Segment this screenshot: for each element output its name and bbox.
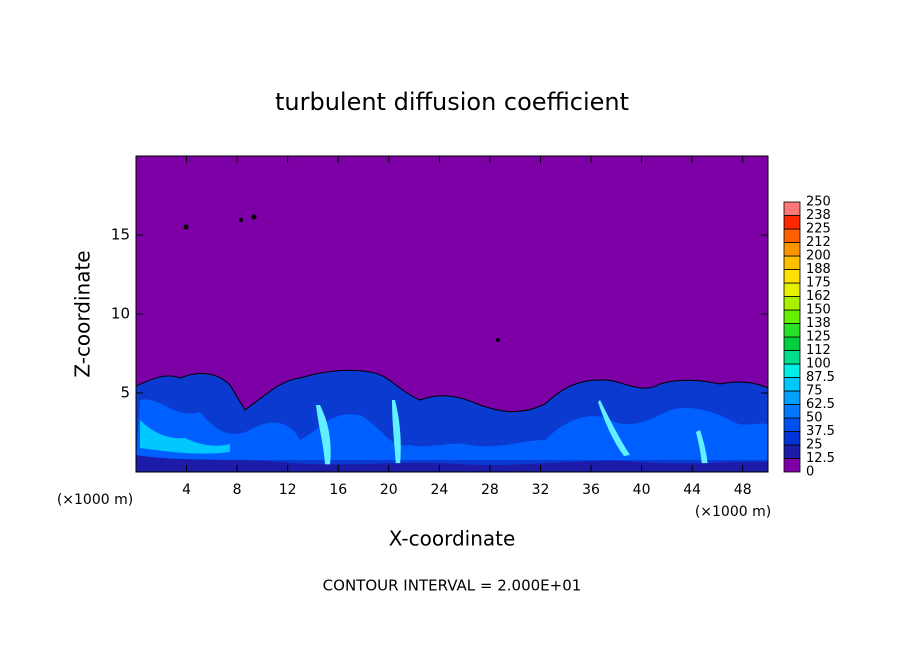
colorbar-label: 225 [806,222,831,237]
colorbar-swatch [783,255,801,270]
colorbar-label: 112 [806,343,831,358]
x-tick-label: 12 [279,482,297,498]
colorbar-label: 150 [806,303,831,318]
colorbar-label: 138 [806,316,831,331]
colorbar-label: 87.5 [806,370,835,385]
axis-unit: (×1000 m) [695,504,771,520]
x-tick-label: 48 [734,482,752,498]
colorbar-swatch [783,417,801,432]
y-tick-label: 15 [111,226,130,244]
colorbar-swatch [783,458,801,473]
colorbar-swatch [783,323,801,338]
colorbar-swatch [783,201,801,216]
colorbar-label: 0 [806,465,814,480]
colorbar-label: 25 [806,438,823,453]
x-tick-label: 28 [481,482,499,498]
colorbar-label: 238 [806,208,831,223]
colorbar-swatch [783,444,801,459]
colorbar-label: 62.5 [806,397,835,412]
x-axis-label: X-coordinate [389,527,516,551]
x-tick-label: 16 [329,482,347,498]
colorbar-label: 162 [806,289,831,304]
colorbar-swatch [783,336,801,351]
x-tick-label: 32 [532,482,550,498]
y-tick-label: 10 [111,305,130,323]
colorbar-swatch [783,242,801,257]
colorbar-swatch [783,431,801,446]
colorbar-swatch [783,363,801,378]
chart-title: turbulent diffusion coefficient [275,88,629,116]
y-tick-label: 5 [120,384,130,402]
colorbar-label: 75 [806,384,823,399]
x-tick-label: 20 [380,482,398,498]
colorbar-label: 175 [806,276,831,291]
colorbar-label: 212 [806,235,831,250]
colorbar-swatch [783,296,801,311]
y-axis-label: Z-coordinate [71,250,95,377]
colorbar-swatch [783,282,801,297]
colorbar-swatch [783,228,801,243]
colorbar-swatch [783,404,801,419]
colorbar-swatch [783,269,801,284]
colorbar-swatch [783,215,801,230]
colorbar-swatch [783,377,801,392]
colorbar-label: 12.5 [806,451,835,466]
colorbar-label: 100 [806,357,831,372]
colorbar-swatch [783,390,801,405]
colorbar-swatch [783,309,801,324]
contour-field [135,156,769,473]
x-tick-label: 44 [683,482,701,498]
x-tick-label: 8 [233,482,242,498]
colorbar-label: 50 [806,411,823,426]
x-tick-label: 40 [633,482,651,498]
contour-note: CONTOUR INTERVAL = 2.000E+01 [323,577,582,595]
colorbar-label: 200 [806,249,831,264]
x-tick-label: 24 [430,482,448,498]
colorbar-label: 188 [806,262,831,277]
axis-unit: (×1000 m) [57,492,133,508]
colorbar-label: 125 [806,330,831,345]
colorbar-swatch [783,350,801,365]
x-tick-label: 4 [182,482,191,498]
x-tick-label: 36 [582,482,600,498]
colorbar-label: 37.5 [806,424,835,439]
colorbar-label: 250 [806,195,831,210]
